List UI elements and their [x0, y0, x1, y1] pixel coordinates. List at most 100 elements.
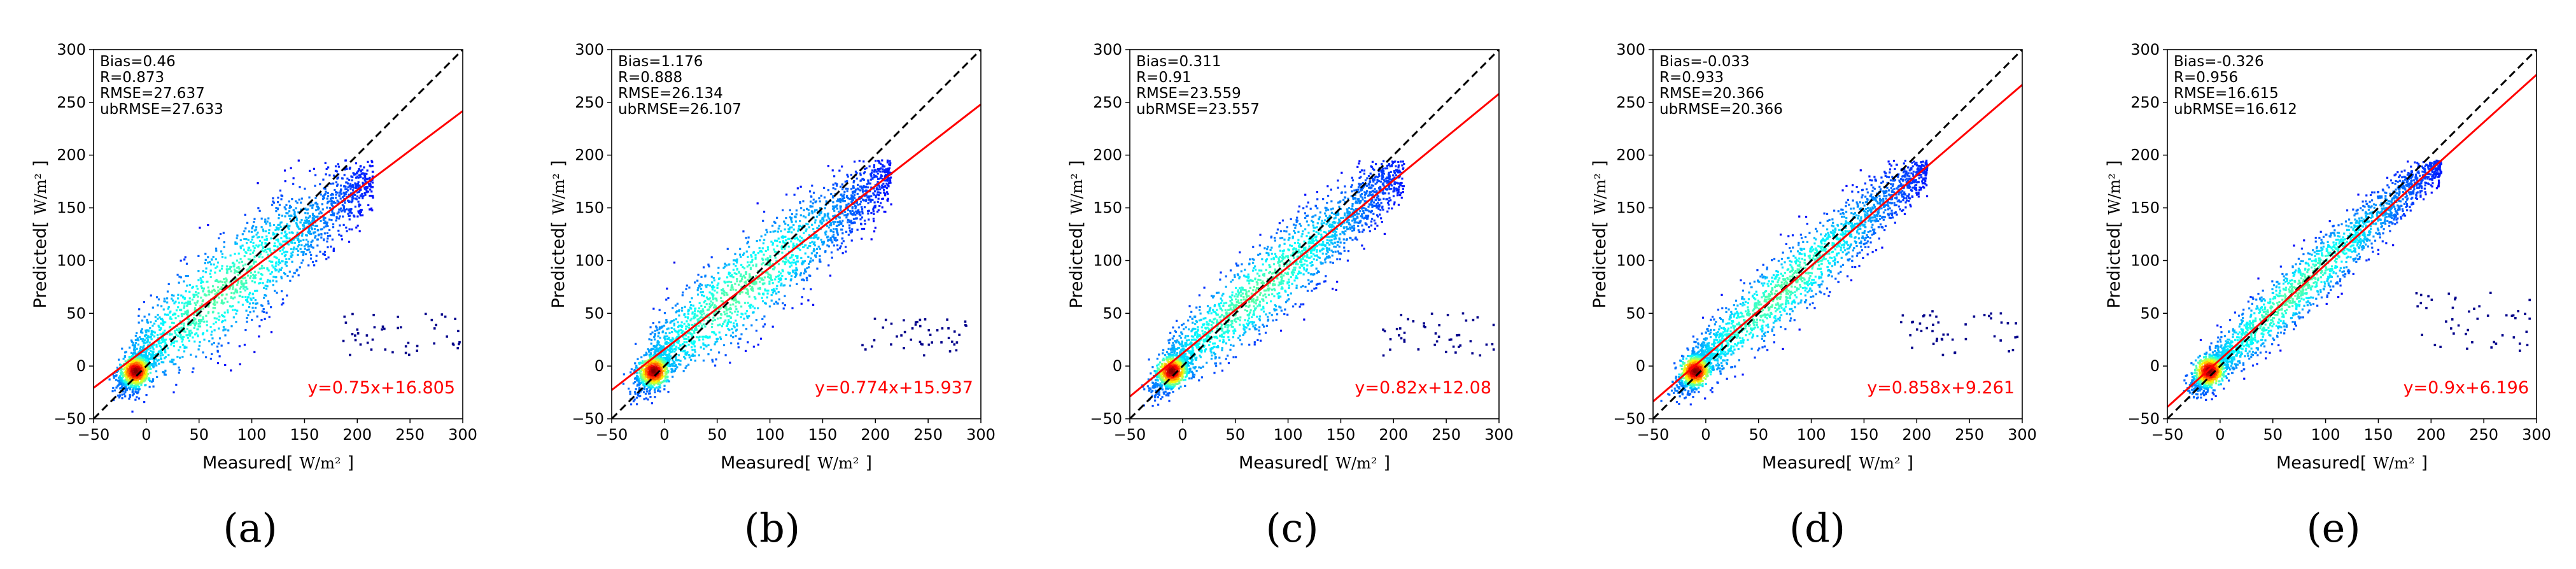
scatter-point	[882, 186, 885, 189]
scatter-point	[658, 309, 661, 311]
scatter-point	[745, 271, 748, 274]
scatter-panel-1: −50 0 50 100 150 200 250 300−500501001502002503…	[31, 41, 477, 551]
scatter-point	[229, 267, 232, 270]
scatter-point	[672, 365, 675, 367]
scatter-point	[702, 323, 705, 326]
scatter-point	[886, 191, 889, 193]
scatter-point	[367, 160, 369, 163]
scatter-point	[804, 268, 806, 270]
scatter-point	[348, 218, 351, 221]
scatter-point	[324, 217, 327, 220]
scatter-point	[213, 329, 216, 332]
scatter-point	[252, 241, 255, 244]
scatter-point	[811, 185, 813, 187]
scatter-point	[356, 175, 359, 178]
scatter-point	[212, 255, 215, 258]
scatter-point	[641, 369, 644, 372]
scatter-point	[150, 335, 153, 338]
scatter-point	[183, 305, 186, 307]
scatter-point	[719, 316, 722, 320]
scatter-point	[667, 358, 670, 361]
scatter-point	[805, 230, 807, 232]
scatter-point	[207, 262, 209, 264]
scatter-point	[286, 223, 288, 225]
scatter-point	[647, 372, 650, 375]
scatter-point	[693, 317, 695, 320]
scatter-panel-2: −50 0 50 100 150 200 250 300−500501001502002503…	[549, 41, 996, 551]
scatter-point	[327, 235, 330, 237]
scatter-point	[297, 235, 299, 238]
scatter-point	[135, 381, 137, 384]
scatter-point	[286, 226, 289, 229]
scatter-point	[258, 282, 260, 284]
scatter-point	[293, 246, 295, 249]
scatter-point	[230, 369, 232, 372]
scatter-point	[286, 294, 288, 297]
scatter-point	[365, 178, 369, 181]
scatter-point	[740, 306, 743, 308]
scatter-point	[728, 315, 731, 318]
scatter-point	[661, 373, 664, 376]
scatter-point	[238, 267, 241, 270]
scatter-point	[177, 306, 179, 309]
scatter-point	[263, 297, 265, 299]
scatter-point	[143, 351, 146, 354]
scatter-point	[134, 367, 137, 370]
scatter-point	[687, 309, 690, 312]
scatter-point	[218, 337, 222, 340]
scatter-point	[295, 223, 298, 226]
scatter-point	[652, 376, 655, 378]
scatter-point	[212, 311, 215, 313]
scatter-point	[310, 253, 313, 256]
scatter-point	[363, 192, 366, 195]
scatter-point	[639, 372, 642, 375]
scatter-point	[311, 261, 314, 263]
scatter-point	[353, 173, 356, 176]
scatter-point	[118, 363, 122, 366]
scatter-point	[136, 396, 138, 398]
scatter-point	[227, 311, 229, 314]
scatter-point	[275, 239, 278, 241]
scatter-point	[800, 237, 803, 239]
scatter-point	[649, 360, 652, 363]
scatter-point	[210, 291, 213, 293]
scatter-point	[330, 219, 333, 221]
scatter-point	[826, 244, 829, 247]
scatter-point	[304, 248, 306, 250]
scatter-point	[788, 261, 791, 263]
scatter-point	[638, 377, 641, 380]
scatter-point	[277, 228, 280, 231]
scatter-point	[203, 339, 206, 341]
scatter-point	[707, 344, 710, 346]
scatter-point	[316, 206, 320, 208]
scatter-point	[733, 325, 735, 328]
scatter-point	[329, 206, 332, 209]
scatter-point	[300, 197, 303, 200]
scatter-point	[676, 366, 679, 369]
scatter-point	[792, 223, 795, 227]
scatter-point	[232, 288, 234, 290]
scatter-point	[677, 330, 680, 333]
scatter-point	[321, 198, 325, 200]
scatter-point	[763, 253, 765, 256]
scatter-point	[327, 166, 330, 169]
scatter-point	[716, 292, 719, 294]
scatter-point	[852, 213, 855, 215]
scatter-point	[750, 260, 753, 263]
scatter-point	[358, 211, 360, 214]
scatter-point	[338, 208, 341, 211]
scatter-point	[762, 262, 764, 264]
scatter-point	[664, 338, 667, 341]
scatter-point	[682, 330, 684, 333]
scatter-point	[295, 269, 299, 271]
scatter-point	[727, 327, 729, 330]
scatter-point	[694, 360, 696, 362]
scatter-point	[815, 255, 817, 258]
scatter-point	[208, 306, 210, 308]
scatter-point	[703, 301, 705, 304]
scatter-point	[314, 185, 316, 187]
scatter-point	[752, 251, 755, 254]
scatter-point	[256, 290, 258, 292]
scatter-point	[856, 187, 859, 190]
scatter-point	[183, 347, 186, 349]
